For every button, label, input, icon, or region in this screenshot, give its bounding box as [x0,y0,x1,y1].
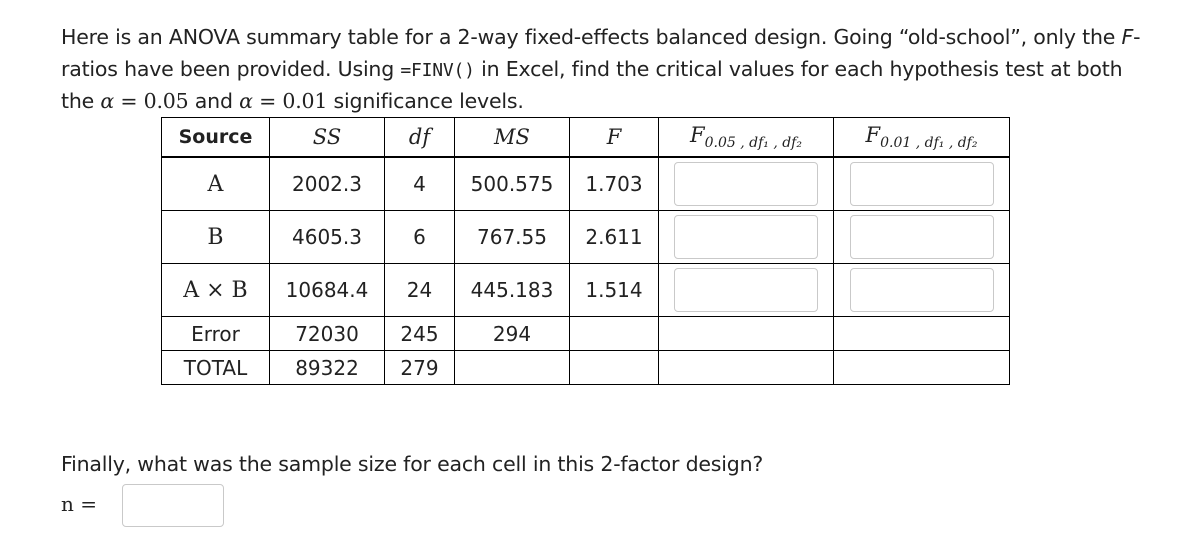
table-header-row: Source SS df MS F F0.05 , df₁ , df₂ F0.0… [161,117,1010,158]
ss-cell: 4605.3 [269,210,385,264]
source-cell: B [161,210,270,264]
empty-cell [833,350,1010,385]
table-row-error: Error 72030 245 294 [161,316,1010,351]
instructions-text: Here is an ANOVA summary table for a 2-w… [61,25,1141,113]
ms-cell: 294 [454,316,570,351]
f-crit-001-input-a[interactable] [849,162,994,206]
header-ms: MS [454,117,570,158]
ss-cell: 89322 [269,350,385,385]
f-crit-005-input-b[interactable] [674,215,818,259]
alpha-symbol-2: α [239,89,253,113]
alpha-symbol: α [100,89,115,113]
header-f: F [569,117,659,158]
df-cell: 245 [384,316,455,351]
f-crit-005-input-a[interactable] [674,162,818,206]
df-cell: 6 [384,210,455,264]
empty-cell [658,350,834,385]
table-row-b: B 4605.3 6 767.55 2.611 [161,210,1010,264]
f-crit-001-input-axb[interactable] [849,268,994,312]
f-crit-001-cell [833,210,1010,264]
df-cell: 4 [384,156,455,211]
sample-size-input[interactable] [122,484,224,527]
f-crit-005-cell [658,156,834,211]
ss-cell: 72030 [269,316,385,351]
f-crit-001-cell [833,156,1010,211]
alpha-001: = 0.01 [252,89,328,113]
source-cell: A [161,156,270,211]
f-crit-001-input-b[interactable] [849,215,994,259]
table-row-a: A 2002.3 4 500.575 1.703 [161,156,1010,211]
f-cell: 1.514 [569,263,659,317]
ms-cell: 767.55 [454,210,570,264]
source-cell: A × B [161,263,270,317]
f-cell: 1.703 [569,156,659,211]
header-f-crit-005: F0.05 , df₁ , df₂ [658,117,834,158]
source-cell: Error [161,316,270,351]
sample-size-question: Finally, what was the sample size for ea… [61,452,764,476]
f-crit-005-cell [658,263,834,317]
table-row-axb: A × B 10684.4 24 445.183 1.514 [161,263,1010,317]
header-source: Source [161,117,270,158]
f-cell [569,316,659,351]
header-df: df [384,117,455,158]
ss-cell: 10684.4 [269,263,385,317]
header-f-crit-001: F0.01 , df₁ , df₂ [833,117,1010,158]
df-cell: 24 [384,263,455,317]
n-label: n = [61,492,97,516]
alpha-005: = 0.05 [114,89,189,113]
ms-cell [454,350,570,385]
finv-code: =FINV() [400,59,475,81]
source-cell: TOTAL [161,350,270,385]
ms-cell: 500.575 [454,156,570,211]
header-ss: SS [269,117,385,158]
f-crit-005-input-axb[interactable] [674,268,818,312]
anova-table: Source SS df MS F F0.05 , df₁ , df₂ F0.0… [161,117,1010,385]
f-crit-005-cell [658,210,834,264]
f-cell: 2.611 [569,210,659,264]
f-cell [569,350,659,385]
empty-cell [833,316,1010,351]
table-row-total: TOTAL 89322 279 [161,350,1010,385]
empty-cell [658,316,834,351]
ss-cell: 2002.3 [269,156,385,211]
ms-cell: 445.183 [454,263,570,317]
f-ratio-italic: F [1121,25,1134,49]
f-crit-001-cell [833,263,1010,317]
df-cell: 279 [384,350,455,385]
